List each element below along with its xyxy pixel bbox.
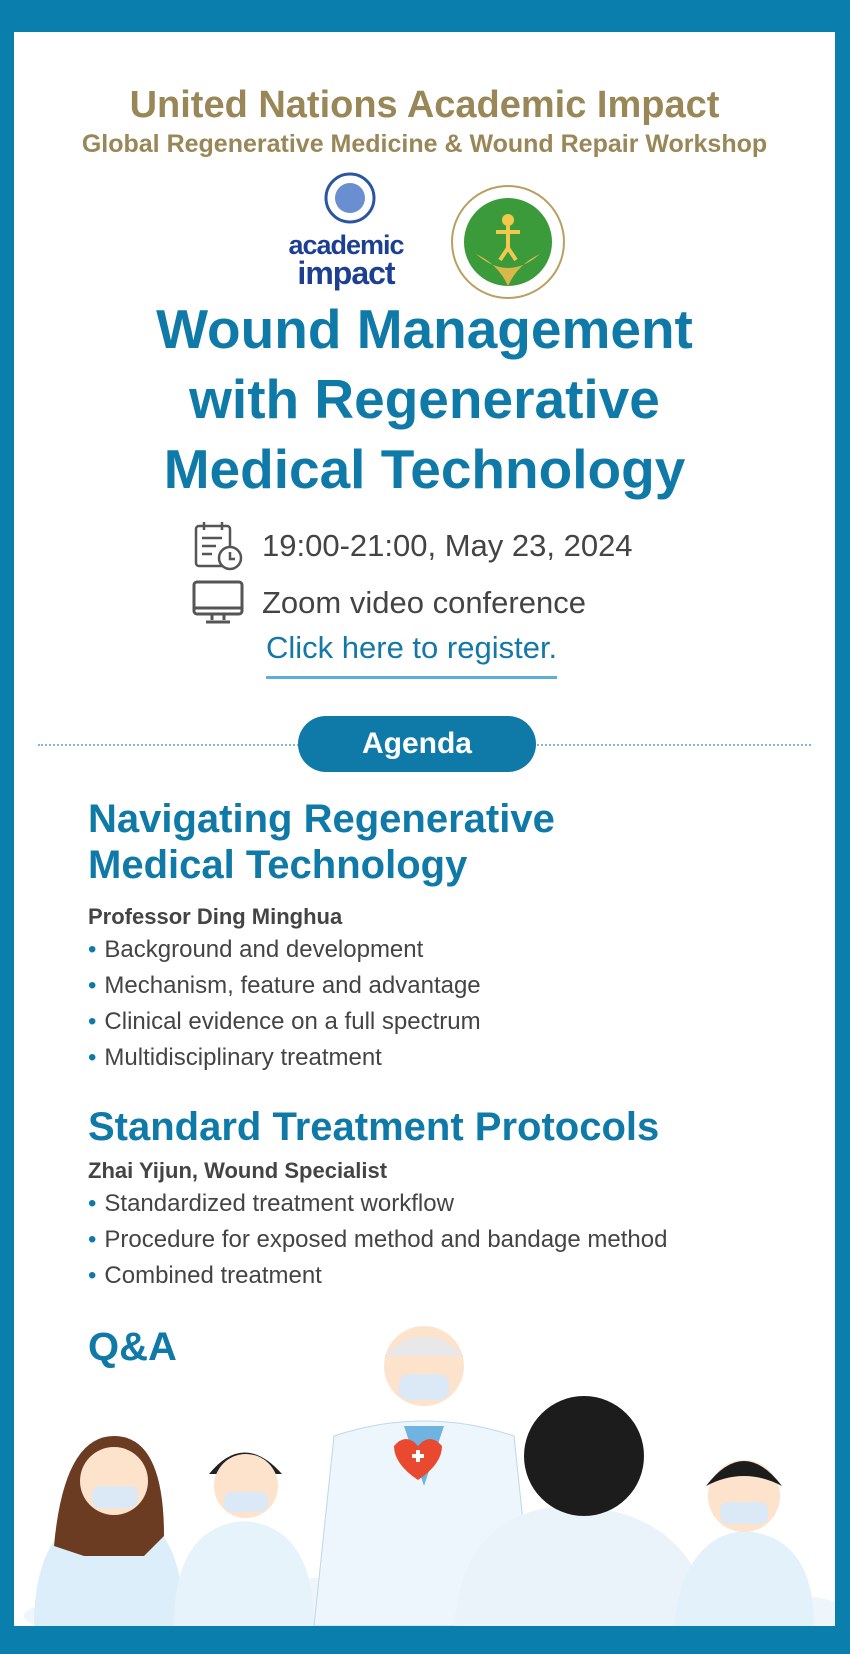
title-line: with Regenerative — [189, 368, 660, 430]
datetime-row: 19:00-21:00, May 23, 2024 — [192, 520, 633, 572]
list-item: Multidisciplinary treatment — [88, 1040, 481, 1076]
calendar-clock-icon — [194, 522, 243, 571]
list-item: Procedure for exposed method and bandage… — [88, 1222, 667, 1258]
section-title: Navigating Regenerative Medical Technolo… — [88, 796, 555, 888]
event-datetime: 19:00-21:00, May 23, 2024 — [262, 528, 633, 563]
section-title-line: Medical Technology — [88, 843, 468, 887]
event-title: Wound Management with Regenerative Medic… — [14, 294, 835, 504]
agenda-badge: Agenda — [298, 716, 536, 772]
venue-row: Zoom video conference — [192, 580, 586, 626]
event-venue: Zoom video conference — [262, 585, 586, 620]
doctor-left — [34, 1436, 184, 1626]
title-line: Wound Management — [156, 298, 693, 360]
section-title-line: Navigating Regenerative — [88, 797, 555, 841]
svg-text:academic: academic — [288, 230, 404, 260]
svg-text:impact: impact — [297, 255, 395, 291]
monitor-icon — [192, 580, 244, 624]
poster-card: United Nations Academic Impact Global Re… — [14, 32, 835, 1626]
topic-list: Standardized treatment workflow Procedur… — [88, 1186, 667, 1294]
org-title: United Nations Academic Impact — [129, 84, 720, 126]
register-link[interactable]: Click here to register. — [266, 630, 558, 679]
un-academic-impact-logo: academic impact — [288, 172, 406, 291]
list-item: Clinical evidence on a full spectrum — [88, 1004, 481, 1040]
list-item: Mechanism, feature and advantage — [88, 968, 480, 1004]
speaker: Zhai Yijun, Wound Specialist — [88, 1158, 388, 1183]
list-item: Standardized treatment workflow — [88, 1186, 667, 1222]
list-item: Background and development — [88, 932, 481, 968]
workshop-title: Global Regenerative Medicine & Wound Rep… — [81, 130, 768, 158]
section-title: Standard Treatment Protocols — [88, 1105, 660, 1149]
topic-list: Background and development Mechanism, fe… — [88, 932, 481, 1076]
title-line: Medical Technology — [163, 438, 686, 500]
doctor-right — [674, 1460, 814, 1626]
society-logo — [451, 185, 565, 299]
list-item: Combined treatment — [88, 1258, 667, 1294]
doctors-illustration — [24, 1326, 835, 1626]
speaker: Professor Ding Minghua — [88, 904, 343, 929]
qa-title: Q&A — [88, 1325, 177, 1369]
doctor-back — [454, 1396, 714, 1626]
nurse — [174, 1452, 314, 1626]
